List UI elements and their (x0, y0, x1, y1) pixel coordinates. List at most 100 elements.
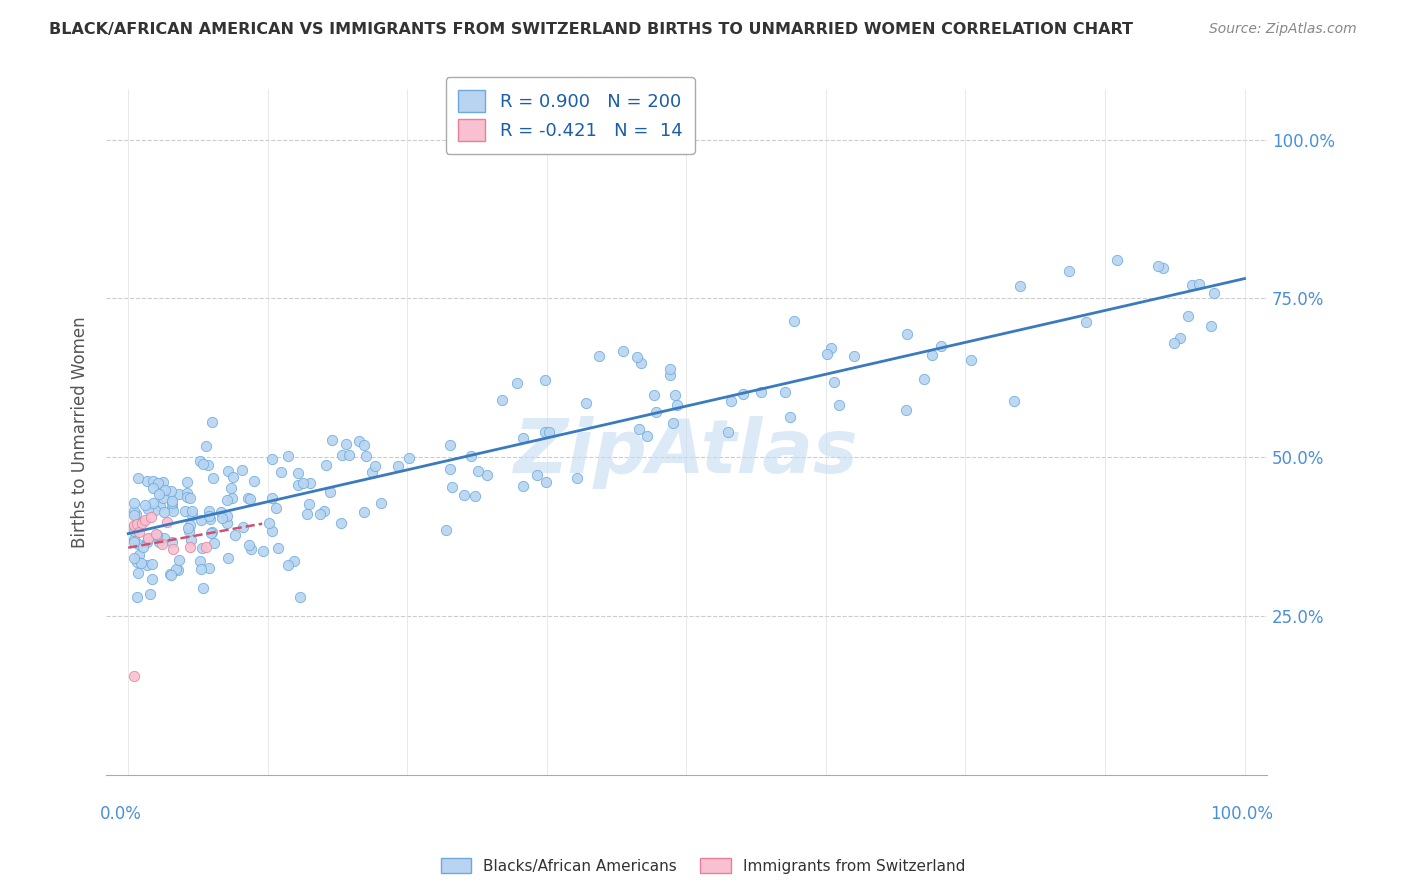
Point (512, 431, 534, 445)
Point (643, 388, 665, 402)
Point (136, 558, 159, 573)
Point (1059, 263, 1081, 277)
Point (1152, 260, 1174, 275)
Point (664, 388, 686, 402)
Point (125, 590, 148, 604)
Point (201, 470, 224, 484)
Point (136, 533, 159, 547)
Point (361, 465, 384, 479)
Point (181, 508, 204, 523)
Point (146, 527, 169, 541)
Point (398, 451, 420, 466)
Point (195, 540, 218, 554)
Point (160, 493, 183, 508)
Point (1168, 331, 1191, 345)
Point (122, 495, 145, 509)
Point (319, 485, 342, 500)
Point (267, 541, 290, 555)
Text: 100.0%: 100.0% (1209, 805, 1272, 823)
Point (717, 425, 740, 439)
Point (820, 342, 842, 356)
Point (221, 469, 243, 483)
Point (266, 501, 288, 516)
Point (464, 489, 486, 503)
Point (453, 488, 475, 502)
Point (128, 525, 150, 540)
Point (173, 504, 195, 518)
Point (628, 421, 651, 435)
Point (630, 356, 652, 370)
Point (132, 540, 155, 554)
Point (122, 669, 145, 683)
Point (122, 517, 145, 532)
Point (177, 521, 200, 535)
Point (148, 487, 170, 501)
Point (364, 458, 387, 473)
Point (153, 531, 176, 545)
Point (209, 505, 232, 519)
Point (125, 507, 148, 521)
Point (180, 533, 202, 547)
Point (191, 457, 214, 471)
Point (141, 572, 163, 586)
Point (308, 508, 330, 522)
Point (200, 415, 222, 429)
Point (148, 535, 170, 549)
Point (124, 535, 146, 549)
Point (439, 462, 461, 476)
Point (773, 385, 796, 400)
Point (439, 438, 461, 452)
Point (160, 483, 183, 498)
Point (156, 515, 179, 529)
Point (1188, 277, 1211, 292)
Point (136, 531, 159, 545)
Point (236, 491, 259, 505)
Point (337, 448, 360, 462)
Point (290, 590, 312, 604)
Point (662, 416, 685, 430)
Legend: Blacks/African Americans, Immigrants from Switzerland: Blacks/African Americans, Immigrants fro… (434, 852, 972, 880)
Point (217, 550, 239, 565)
Point (844, 349, 866, 363)
Point (160, 496, 183, 510)
Point (135, 534, 157, 549)
Point (179, 518, 201, 533)
Point (287, 478, 309, 492)
Point (127, 566, 149, 580)
Point (1204, 285, 1226, 300)
Point (143, 502, 166, 516)
Point (731, 387, 754, 401)
Point (159, 566, 181, 581)
Point (190, 562, 212, 576)
Point (354, 450, 377, 464)
Point (152, 505, 174, 519)
Point (167, 486, 190, 500)
Point (139, 510, 162, 524)
Point (533, 425, 555, 439)
Point (181, 503, 204, 517)
Point (190, 513, 212, 527)
Point (894, 402, 917, 417)
Point (240, 541, 263, 556)
Point (160, 500, 183, 515)
Point (202, 535, 225, 549)
Text: 0.0%: 0.0% (100, 805, 142, 823)
Point (146, 476, 169, 491)
Point (127, 517, 149, 532)
Point (155, 483, 177, 497)
Point (720, 394, 742, 409)
Point (176, 475, 198, 489)
Point (200, 526, 222, 541)
Point (262, 491, 284, 505)
Point (896, 326, 918, 341)
Point (536, 475, 558, 489)
Point (122, 504, 145, 518)
Point (434, 523, 457, 537)
Point (1074, 315, 1097, 329)
Point (141, 557, 163, 571)
Point (217, 464, 239, 478)
Point (152, 475, 174, 489)
Point (128, 548, 150, 562)
Point (534, 373, 557, 387)
Point (931, 339, 953, 353)
